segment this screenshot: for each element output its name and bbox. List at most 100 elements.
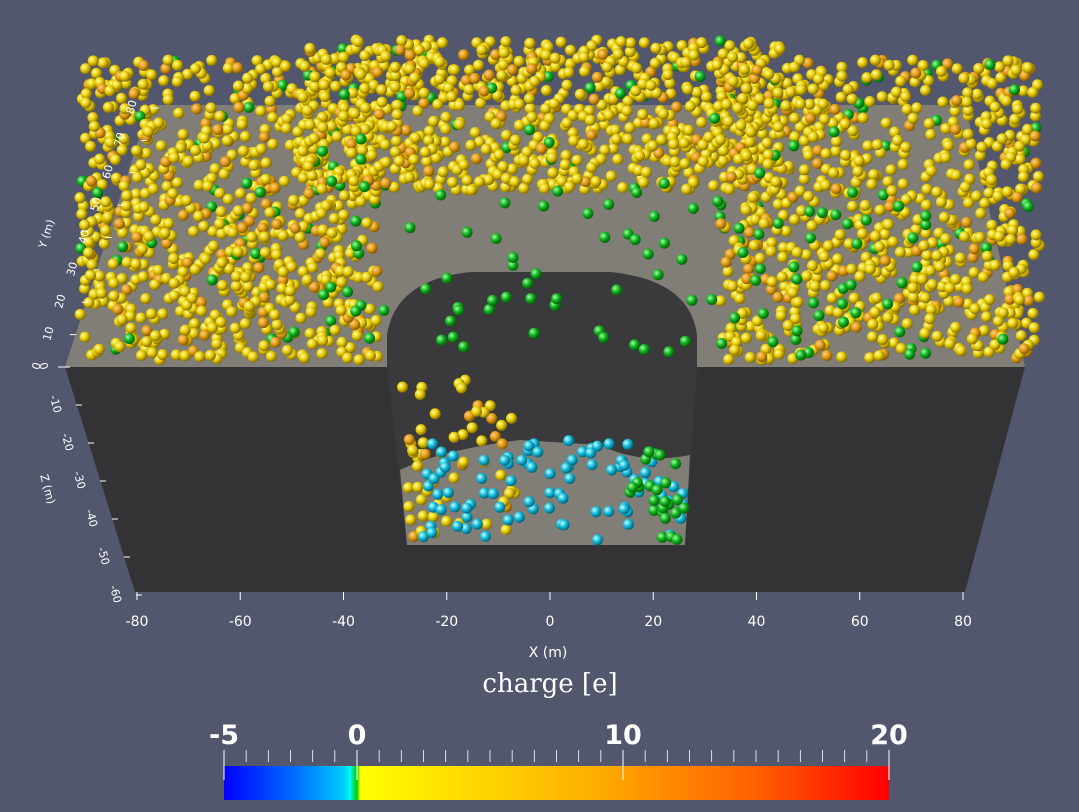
particle <box>509 176 521 188</box>
particle <box>453 99 465 111</box>
particle <box>130 188 142 200</box>
particle <box>265 350 277 362</box>
particle <box>696 37 708 49</box>
particle <box>804 205 816 217</box>
particle <box>807 83 819 95</box>
particle <box>286 261 298 273</box>
particle <box>591 440 603 452</box>
particle <box>277 79 288 91</box>
particle <box>961 96 973 108</box>
y-tick-label: 0 <box>29 361 43 371</box>
particle <box>697 139 709 151</box>
particle <box>439 136 451 148</box>
particle <box>88 120 100 132</box>
particle <box>603 109 615 121</box>
particle <box>701 91 712 103</box>
particle <box>565 44 576 56</box>
particle <box>896 277 908 289</box>
particle <box>754 167 766 179</box>
particle <box>336 276 348 288</box>
particle <box>456 382 467 394</box>
particle <box>409 72 421 84</box>
particle <box>524 124 536 136</box>
particle <box>518 155 530 167</box>
particle <box>782 320 794 332</box>
particle <box>138 60 150 71</box>
particle <box>331 131 343 142</box>
particle <box>766 276 778 288</box>
particle <box>857 228 868 240</box>
particle <box>548 98 560 110</box>
particle <box>324 67 336 79</box>
particle <box>522 173 534 185</box>
particle <box>404 63 416 75</box>
particle <box>942 58 954 70</box>
particle <box>167 188 179 200</box>
particle <box>917 60 929 71</box>
particle <box>940 152 952 164</box>
particle <box>814 339 826 351</box>
particle <box>723 353 735 365</box>
particle <box>80 88 92 100</box>
particle <box>96 287 107 299</box>
particle <box>409 132 421 144</box>
particle <box>1030 122 1042 134</box>
particle <box>606 464 617 476</box>
particle <box>795 98 806 110</box>
particle <box>86 78 98 90</box>
x-tick-label: -20 <box>435 614 458 630</box>
particle <box>798 135 810 147</box>
particle <box>171 76 183 88</box>
particle <box>186 292 198 304</box>
particle <box>458 159 470 171</box>
particle <box>516 454 528 466</box>
particle <box>997 333 1009 345</box>
particle <box>580 176 591 188</box>
particle <box>76 208 88 220</box>
particle <box>976 141 988 153</box>
particle <box>840 149 852 161</box>
particle <box>920 199 932 211</box>
particle <box>876 91 888 103</box>
particle <box>729 344 741 356</box>
particle <box>308 133 320 144</box>
particle <box>656 134 668 146</box>
particle <box>194 351 206 363</box>
particle <box>478 454 490 466</box>
particle <box>1028 322 1040 334</box>
particle <box>294 231 306 243</box>
colorbar-tick-label: -5 <box>209 720 239 751</box>
particle <box>662 69 674 81</box>
particle <box>836 351 848 363</box>
particle <box>524 37 536 49</box>
particle <box>419 448 431 460</box>
particle <box>532 131 544 143</box>
particle <box>847 200 859 212</box>
particle <box>480 530 491 542</box>
particle <box>423 178 435 190</box>
particle <box>599 144 611 156</box>
particle <box>258 340 270 352</box>
particle <box>772 217 784 229</box>
particle <box>560 462 572 474</box>
particle <box>487 294 498 306</box>
particle <box>1011 191 1023 203</box>
particle <box>102 211 114 223</box>
particle <box>648 118 660 130</box>
particle <box>582 208 594 219</box>
particle <box>611 284 623 296</box>
particle <box>754 93 766 105</box>
particle <box>242 280 254 292</box>
particle <box>159 227 171 239</box>
particle <box>380 50 392 62</box>
particle <box>770 176 782 188</box>
z-tick-label: -20 <box>59 432 76 453</box>
particle <box>798 173 810 185</box>
particle <box>304 119 316 131</box>
particle <box>827 117 839 129</box>
particle <box>717 48 729 60</box>
particle <box>892 134 904 146</box>
particle <box>469 72 481 84</box>
particle <box>716 338 728 349</box>
particle <box>306 338 318 350</box>
